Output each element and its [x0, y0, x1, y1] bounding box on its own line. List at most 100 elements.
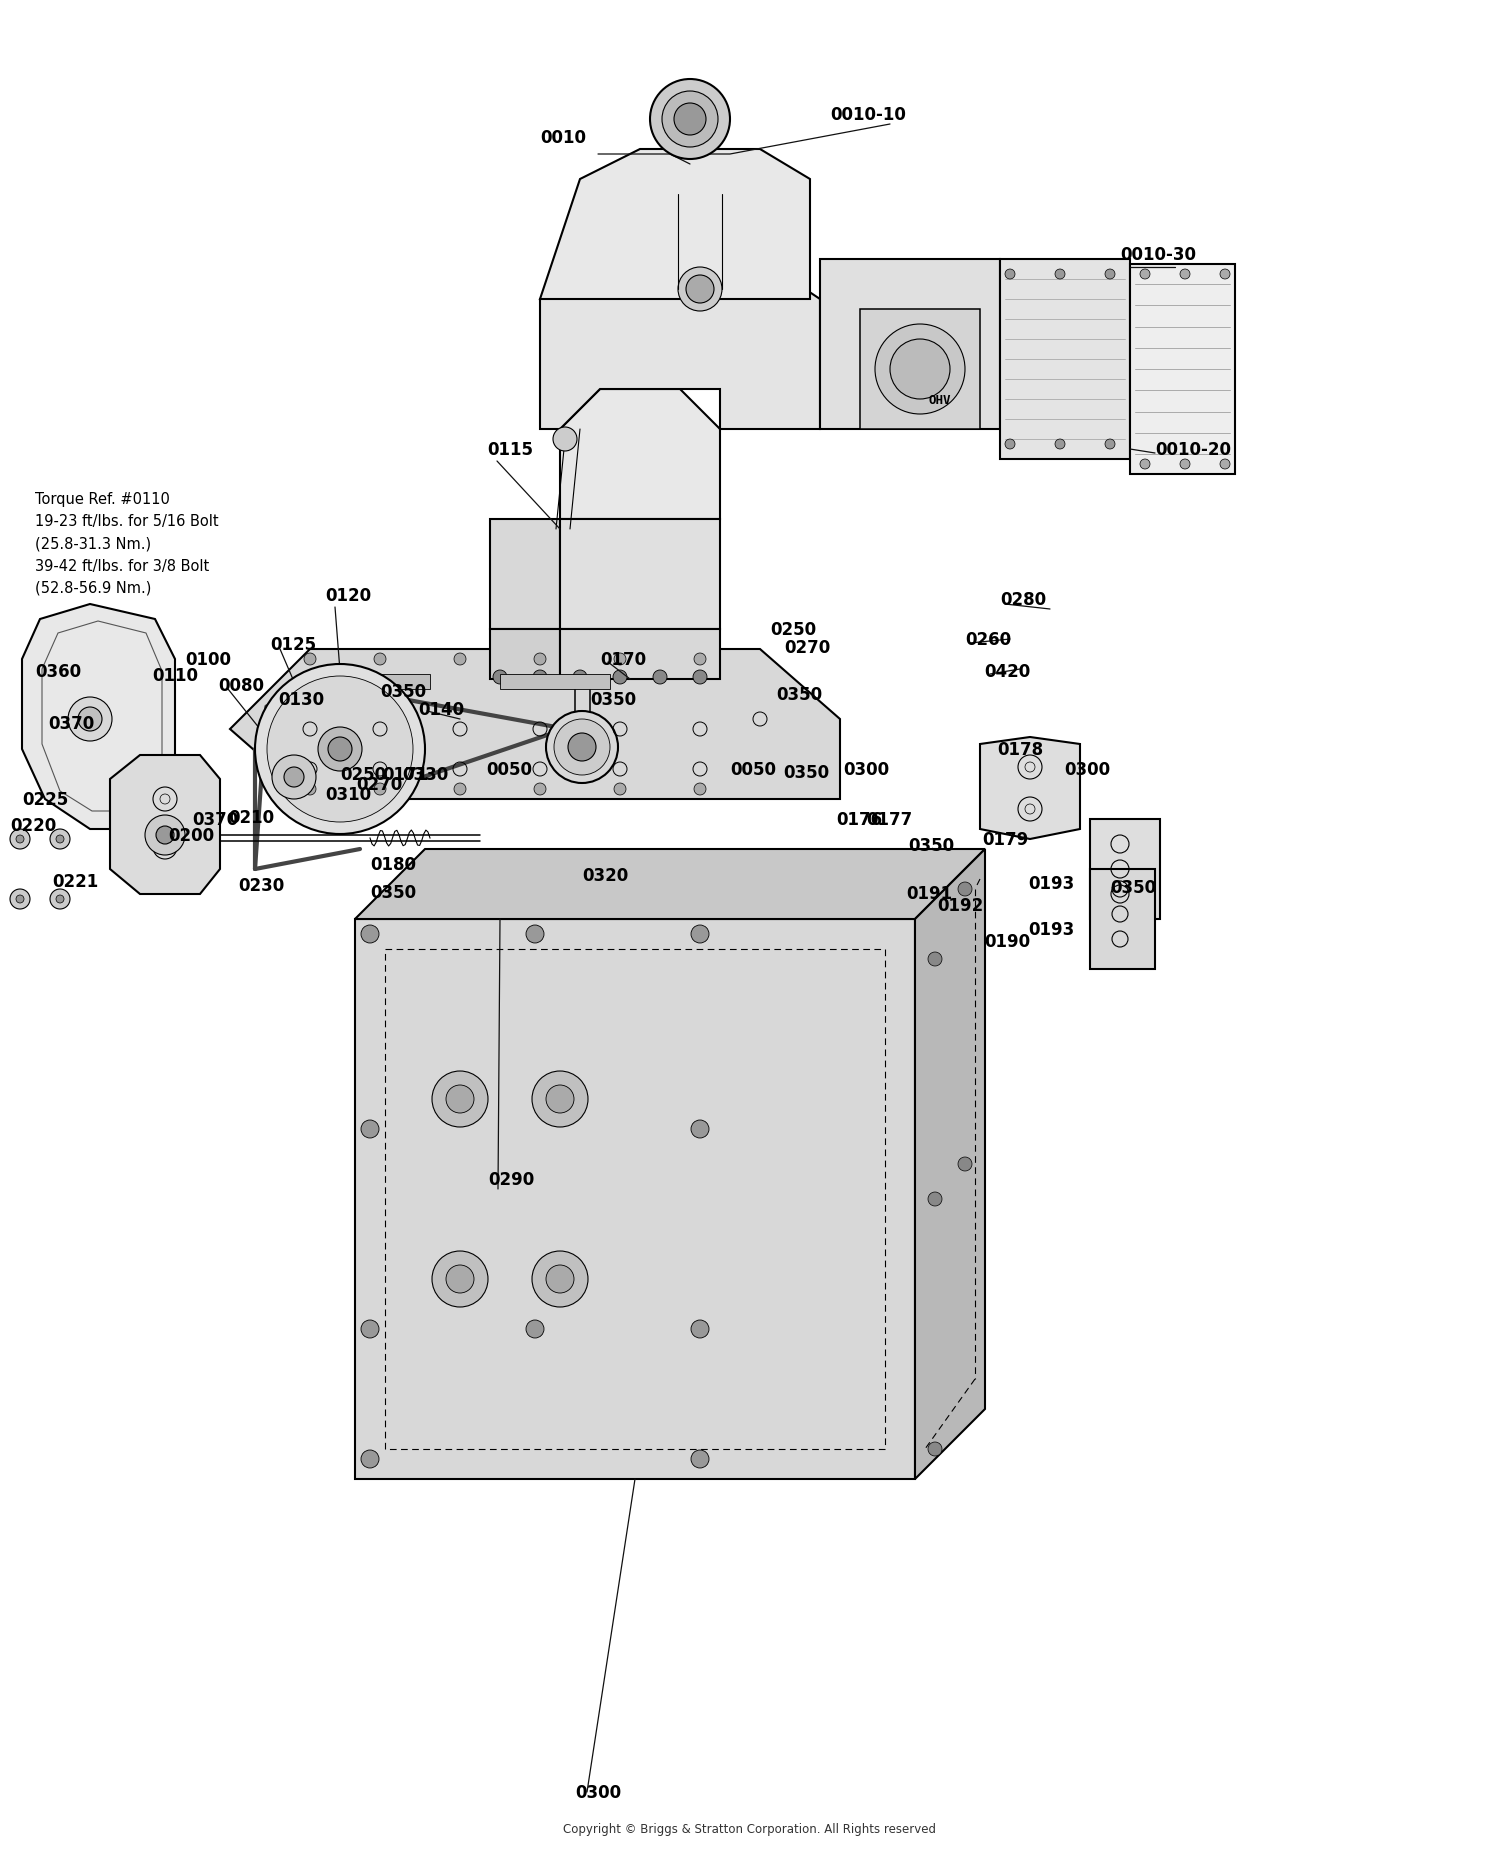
Polygon shape	[490, 629, 560, 679]
Text: 0300: 0300	[843, 761, 890, 779]
Polygon shape	[560, 519, 720, 629]
Circle shape	[1180, 269, 1190, 280]
Circle shape	[692, 1321, 709, 1337]
Polygon shape	[560, 629, 720, 679]
Bar	[1130, 265, 1234, 475]
Circle shape	[692, 1451, 709, 1467]
Bar	[1090, 870, 1155, 970]
Circle shape	[1140, 460, 1150, 469]
Text: 0220: 0220	[10, 816, 57, 835]
Circle shape	[532, 1252, 588, 1308]
Circle shape	[686, 276, 714, 304]
Text: OHV: OHV	[928, 393, 951, 406]
Polygon shape	[330, 675, 430, 690]
Circle shape	[446, 1265, 474, 1293]
Text: 0010-30: 0010-30	[1120, 247, 1196, 263]
Circle shape	[10, 829, 30, 850]
Circle shape	[958, 1158, 972, 1171]
Circle shape	[532, 672, 548, 684]
Circle shape	[650, 80, 730, 160]
Circle shape	[304, 653, 316, 666]
Circle shape	[1054, 440, 1065, 449]
Text: 0010: 0010	[540, 130, 586, 147]
Circle shape	[156, 827, 174, 844]
Circle shape	[928, 1193, 942, 1206]
Circle shape	[526, 1321, 544, 1337]
Text: 0370: 0370	[192, 811, 238, 829]
Text: 0171: 0171	[382, 766, 427, 783]
Circle shape	[16, 835, 24, 844]
Text: 0080: 0080	[217, 677, 264, 694]
Polygon shape	[500, 675, 610, 690]
Circle shape	[874, 325, 965, 416]
Circle shape	[554, 720, 610, 775]
Text: 0178: 0178	[998, 740, 1042, 759]
Circle shape	[546, 712, 618, 783]
Circle shape	[526, 926, 544, 944]
Circle shape	[78, 707, 102, 731]
Polygon shape	[915, 850, 986, 1478]
Circle shape	[678, 267, 722, 312]
Circle shape	[674, 104, 706, 135]
Bar	[1090, 820, 1160, 920]
Circle shape	[68, 697, 112, 742]
Text: 0350: 0350	[783, 764, 830, 781]
Text: 0191: 0191	[906, 885, 952, 903]
Text: 0180: 0180	[370, 855, 416, 874]
Text: 0370: 0370	[48, 714, 94, 733]
Text: 0320: 0320	[582, 866, 628, 885]
Text: 0125: 0125	[270, 636, 316, 653]
Polygon shape	[22, 605, 176, 829]
Text: 0350: 0350	[380, 683, 426, 701]
Text: 0140: 0140	[419, 701, 464, 718]
Circle shape	[890, 339, 950, 401]
Circle shape	[362, 926, 380, 944]
Circle shape	[928, 1441, 942, 1456]
Polygon shape	[560, 390, 720, 519]
Circle shape	[614, 653, 626, 666]
Circle shape	[564, 716, 600, 753]
Circle shape	[1054, 269, 1065, 280]
Text: 0177: 0177	[865, 811, 912, 829]
Circle shape	[1220, 269, 1230, 280]
Polygon shape	[540, 260, 820, 430]
Text: 0350: 0350	[1110, 879, 1156, 896]
Text: 0270: 0270	[784, 638, 830, 657]
Text: 0250: 0250	[770, 621, 816, 638]
Text: 0193: 0193	[1028, 874, 1074, 892]
Circle shape	[255, 664, 424, 835]
Text: 0350: 0350	[908, 837, 954, 855]
Circle shape	[1220, 460, 1230, 469]
Text: 0290: 0290	[488, 1171, 534, 1189]
Polygon shape	[356, 920, 915, 1478]
Circle shape	[10, 890, 30, 909]
Circle shape	[432, 1252, 488, 1308]
Circle shape	[958, 883, 972, 896]
Circle shape	[568, 733, 596, 762]
Text: 0110: 0110	[152, 666, 198, 684]
Text: 0300: 0300	[574, 1783, 621, 1801]
Polygon shape	[110, 755, 220, 894]
Circle shape	[56, 896, 64, 903]
Text: 0130: 0130	[278, 690, 324, 709]
Text: 0420: 0420	[984, 662, 1030, 681]
Circle shape	[694, 783, 706, 796]
Text: 0010-20: 0010-20	[1155, 441, 1232, 458]
Circle shape	[534, 783, 546, 796]
Text: 0100: 0100	[184, 651, 231, 668]
Circle shape	[1106, 440, 1114, 449]
Circle shape	[432, 1072, 488, 1128]
Text: 0225: 0225	[22, 790, 69, 809]
Circle shape	[446, 1085, 474, 1113]
Text: 0360: 0360	[34, 662, 81, 681]
Circle shape	[693, 672, 706, 684]
Polygon shape	[859, 310, 980, 430]
Text: 0192: 0192	[938, 896, 982, 915]
Circle shape	[56, 835, 64, 844]
Text: 0193: 0193	[1028, 920, 1074, 939]
Text: 0350: 0350	[776, 686, 822, 703]
Text: 0050: 0050	[486, 761, 532, 779]
Circle shape	[572, 725, 592, 744]
Polygon shape	[980, 738, 1080, 840]
Text: 0270: 0270	[356, 775, 402, 794]
